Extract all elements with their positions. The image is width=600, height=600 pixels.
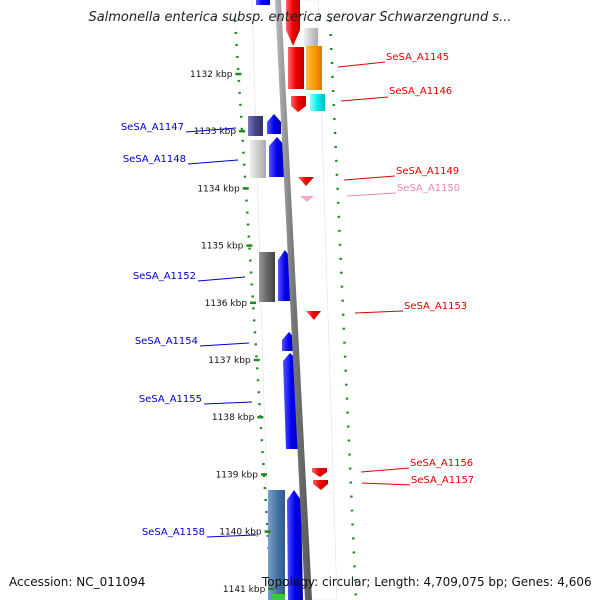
gene-arrow[interactable] — [304, 28, 318, 46]
ruler-tick-label: 1132 kbp — [190, 70, 233, 80]
genome-axis — [275, 0, 312, 600]
gene-label[interactable]: SeSA_A1148 — [123, 154, 186, 165]
gene-label-leader — [203, 401, 253, 405]
gene-label-leader — [187, 159, 239, 165]
gene-arrow[interactable] — [248, 116, 263, 136]
gene-arrow[interactable] — [288, 47, 304, 89]
gene-label-leader — [340, 96, 389, 102]
gene-arrow[interactable] — [271, 594, 285, 600]
gene-label-leader — [343, 175, 396, 181]
gene-arrow[interactable] — [300, 196, 314, 202]
gene-label[interactable]: SeSA_A1152 — [133, 271, 196, 282]
ruler-tick-label: 1140 kbp — [219, 528, 262, 538]
gene-label[interactable]: SeSA_A1158 — [142, 527, 205, 538]
gene-label[interactable]: SeSA_A1156 — [410, 458, 473, 469]
ruler-tick-label: 1134 kbp — [197, 184, 240, 194]
ruler-tick-label: 1135 kbp — [201, 242, 244, 252]
gene-arrow[interactable] — [267, 114, 281, 134]
gene-arrow[interactable] — [259, 252, 275, 302]
gene-arrow[interactable] — [310, 94, 325, 111]
ruler-tick-label: 1138 kbp — [212, 413, 255, 423]
gene-arrow[interactable] — [250, 140, 266, 178]
gene-label-leader — [337, 61, 386, 68]
gene-labels: SeSA_A1145 SeSA_A1146 SeSA_A1147 SeSA_A1148… — [121, 52, 474, 538]
gene-arrow[interactable] — [313, 480, 328, 490]
ruler-tick-label: 1133 kbp — [194, 127, 237, 137]
gene-label-leader — [346, 192, 397, 197]
gene-arrow[interactable] — [306, 46, 322, 90]
ruler: 1132 kbp 1133 kbp 1134 kbp 1135 kbp 1136 kbp… — [190, 70, 275, 595]
gene-label-leader — [199, 342, 250, 347]
gene-label-leader — [185, 127, 237, 133]
gene-arrow[interactable] — [286, 0, 300, 30]
gene-label-leader — [354, 310, 404, 314]
gene-label[interactable]: SeSA_A1154 — [135, 336, 198, 347]
gene-label[interactable]: SeSA_A1145 — [386, 52, 449, 63]
gene-label[interactable]: SeSA_A1157 — [411, 475, 474, 486]
gene-arrow[interactable] — [306, 311, 321, 320]
gene-label-leader — [206, 534, 257, 538]
gene-arrow[interactable] — [269, 137, 285, 177]
topology-text: Topology: circular; Length: 4,709,075 bp… — [262, 575, 592, 589]
gene-label-leader — [360, 467, 410, 473]
gene-arrow[interactable] — [268, 490, 285, 600]
gene-label-leader — [361, 482, 411, 486]
ruler-tick-label: 1141 kbp — [223, 585, 266, 595]
gene-arrow[interactable] — [287, 490, 303, 600]
ruler-tick-label: 1139 kbp — [216, 470, 259, 480]
gene-arrow[interactable] — [291, 96, 306, 112]
page-title: Salmonella enterica subsp. enterica sero… — [88, 10, 512, 25]
accession-text: Accession: NC_011094 — [9, 575, 146, 589]
ruler-tick-label: 1137 kbp — [208, 356, 251, 366]
gene-label-leader — [197, 276, 246, 282]
gene-label[interactable]: SeSA_A1147 — [121, 122, 184, 133]
ruler-tick-label: 1136 kbp — [205, 299, 248, 309]
gene-features — [248, 0, 328, 600]
gene-label[interactable]: SeSA_A1155 — [139, 394, 202, 405]
ruler-guide-inner — [233, 19, 274, 600]
gene-label[interactable]: SeSA_A1146 — [389, 86, 452, 97]
gene-arrow[interactable] — [298, 177, 314, 186]
gene-arrow[interactable] — [312, 468, 327, 477]
gene-label[interactable]: SeSA_A1150 — [397, 183, 460, 194]
gene-arrow[interactable] — [256, 0, 270, 5]
gene-arrow[interactable] — [286, 30, 300, 46]
gene-label[interactable]: SeSA_A1149 — [396, 166, 459, 177]
gene-label[interactable]: SeSA_A1153 — [404, 301, 467, 312]
